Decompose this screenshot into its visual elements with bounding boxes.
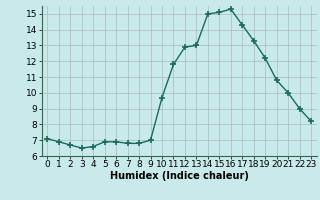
X-axis label: Humidex (Indice chaleur): Humidex (Indice chaleur) <box>110 171 249 181</box>
